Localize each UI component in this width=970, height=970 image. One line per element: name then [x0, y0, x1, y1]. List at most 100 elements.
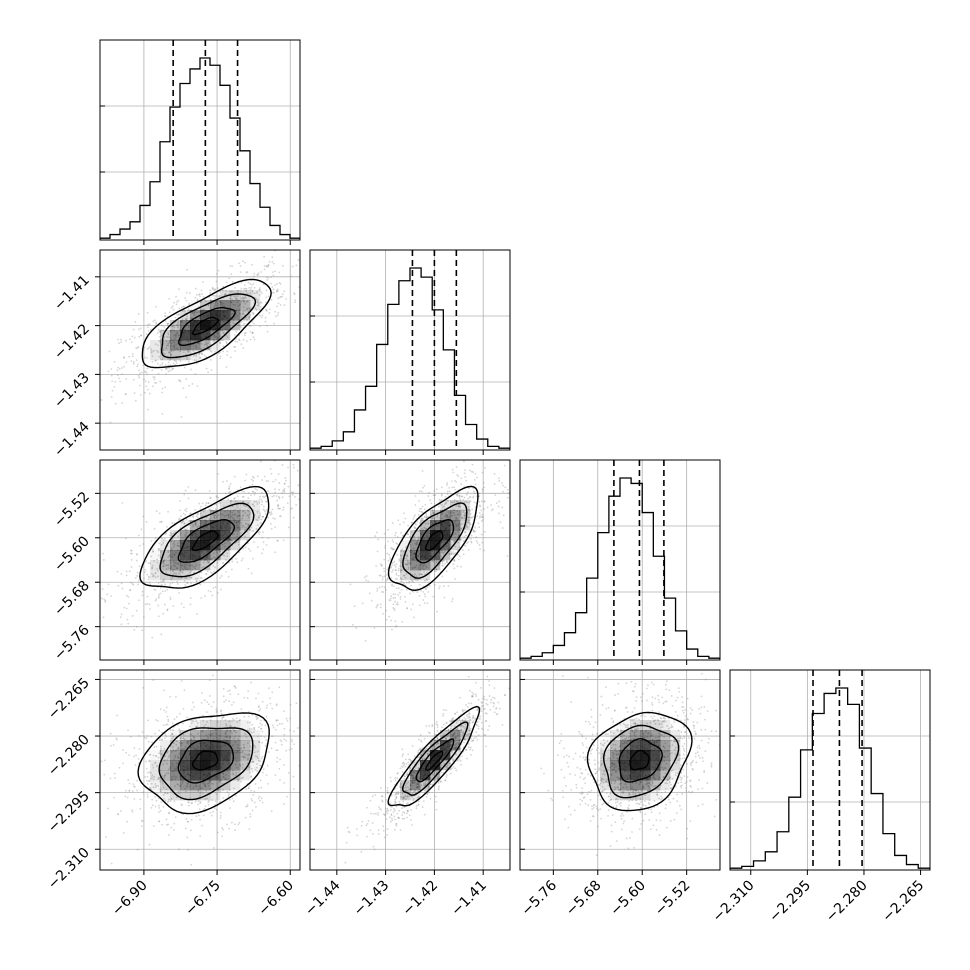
sample-point — [257, 531, 260, 534]
sample-point — [414, 514, 416, 516]
sample-point — [186, 351, 189, 353]
density-cell — [240, 770, 251, 781]
sample-point — [376, 603, 379, 606]
sample-point — [454, 479, 456, 482]
density-cell — [180, 540, 191, 551]
sample-point — [184, 509, 186, 512]
sample-point — [145, 767, 148, 770]
sample-point — [252, 312, 255, 315]
density-cell — [220, 730, 231, 741]
sample-point — [268, 511, 271, 514]
sample-point — [204, 300, 207, 303]
sample-point — [131, 809, 133, 812]
sample-point — [401, 748, 404, 751]
sample-point — [167, 792, 169, 794]
sample-point — [265, 308, 267, 311]
sample-point — [450, 740, 453, 743]
density-cell — [230, 750, 241, 761]
sample-point — [176, 783, 179, 786]
sample-point — [171, 368, 174, 371]
sample-point — [223, 542, 226, 545]
density-cell — [230, 740, 241, 751]
sample-point — [232, 773, 235, 776]
sample-point — [229, 798, 231, 801]
sample-point — [226, 552, 229, 555]
sample-point — [417, 538, 420, 541]
sample-point — [246, 308, 249, 311]
sample-point — [162, 580, 165, 583]
sample-point — [238, 515, 241, 518]
sample-point — [121, 367, 124, 369]
density-cells — [400, 500, 471, 581]
sample-point — [201, 730, 203, 733]
sample-point — [407, 533, 410, 536]
sample-point — [166, 322, 169, 325]
sample-point — [294, 301, 297, 304]
sample-point — [247, 524, 250, 526]
sample-point — [145, 560, 148, 562]
sample-point — [272, 262, 275, 265]
sample-point — [278, 497, 281, 500]
sample-point — [465, 479, 468, 482]
sample-point — [175, 695, 177, 698]
sample-point — [177, 754, 180, 757]
sample-point — [314, 292, 316, 294]
sample-point — [217, 514, 220, 517]
sample-point — [386, 809, 389, 812]
sample-point — [305, 781, 307, 783]
sample-point — [456, 510, 459, 513]
sample-point — [258, 308, 261, 311]
sample-point — [176, 300, 178, 303]
sample-point — [175, 323, 178, 326]
sample-point — [190, 863, 193, 866]
sample-point — [387, 540, 389, 543]
sample-point — [222, 480, 225, 483]
sample-point — [171, 733, 174, 735]
sample-point — [153, 376, 156, 379]
sample-point — [406, 533, 409, 535]
sample-point — [441, 564, 444, 567]
sample-point — [148, 346, 151, 348]
y-tick-label: −1.41 — [51, 272, 93, 314]
sample-point — [381, 591, 383, 593]
sample-point — [464, 531, 466, 534]
sample-point — [416, 579, 419, 582]
sample-point — [200, 343, 203, 345]
sample-point — [248, 316, 250, 319]
sample-point — [173, 326, 176, 329]
sample-point — [475, 736, 477, 738]
sample-point — [120, 623, 123, 626]
sample-point — [285, 717, 288, 720]
sample-point — [277, 505, 280, 508]
sample-point — [422, 565, 425, 568]
sample-point — [138, 369, 140, 372]
sample-point — [177, 756, 180, 759]
sample-point — [123, 356, 126, 359]
sample-point — [201, 515, 204, 517]
sample-point — [170, 345, 173, 347]
sample-point — [241, 526, 243, 529]
sample-point — [507, 488, 509, 491]
sample-point — [178, 539, 181, 542]
sample-point — [234, 537, 237, 539]
sample-point — [210, 509, 213, 512]
sample-point — [255, 297, 258, 300]
sample-point — [476, 738, 479, 741]
sample-point — [409, 792, 412, 795]
sample-point — [440, 514, 442, 516]
sample-point — [194, 523, 197, 525]
sample-point — [471, 695, 474, 698]
sample-point — [125, 789, 127, 792]
sample-point — [321, 273, 323, 275]
sample-point — [238, 541, 240, 544]
density-cell — [180, 570, 191, 581]
sample-point — [186, 783, 189, 785]
sample-point — [166, 367, 168, 370]
sample-point — [263, 736, 266, 739]
density-cell — [250, 760, 261, 771]
sample-point — [170, 737, 173, 740]
sample-point — [126, 796, 129, 799]
sample-point — [253, 286, 256, 289]
sample-point — [155, 305, 158, 308]
sample-point — [136, 779, 139, 782]
